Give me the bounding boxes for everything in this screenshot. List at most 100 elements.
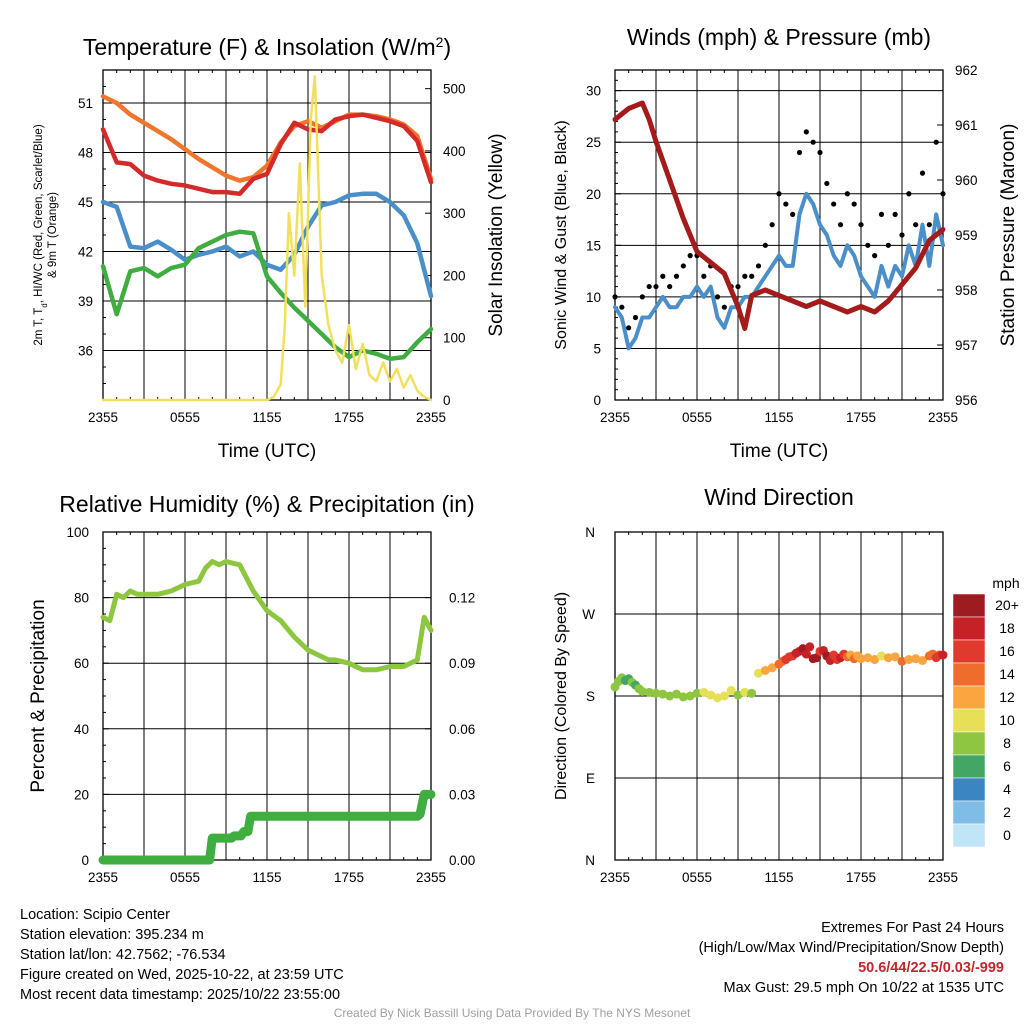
x-tick-label: 1755 <box>334 870 364 885</box>
y-tick-label: 20 <box>74 787 89 802</box>
x-tick-label: 1755 <box>334 410 364 425</box>
colorbar-swatch <box>952 662 986 687</box>
direction-point <box>699 687 709 697</box>
colorbar-swatch <box>952 754 986 779</box>
latlon-text: Station lat/lon: 42.7562; -76.534 <box>20 947 226 963</box>
direction-point <box>665 691 675 701</box>
y-tick-label: 45 <box>78 195 93 210</box>
gust-point <box>858 222 864 228</box>
y2-tick-label: 500 <box>443 82 466 97</box>
direction-point <box>733 690 743 700</box>
y-tick-label: 20 <box>586 187 601 202</box>
gust-point <box>817 149 823 156</box>
winds-panel: Winds (mph) & Pressure (mb) 0 5 10 15 20 25 30 9… <box>553 24 1019 462</box>
y2-tick-label: 0 <box>443 393 451 408</box>
x-tick-label: 2355 <box>600 870 630 885</box>
direction-point <box>767 663 777 673</box>
gust-point <box>878 211 885 217</box>
extremes-title: Extremes For Past 24 Hours <box>821 920 1004 936</box>
y-tick-label: 0 <box>593 393 601 408</box>
gust-point <box>735 283 741 290</box>
y-tick-label: N <box>585 853 595 868</box>
x-tick-label: 1155 <box>252 870 281 885</box>
x-axis-label: Time (UTC) <box>730 441 829 462</box>
gust-point <box>851 201 857 207</box>
gust-point <box>796 149 803 156</box>
y-tick-label: 48 <box>78 146 93 161</box>
gust-point <box>673 273 680 279</box>
label-part: , HI/WC (Red, Green, Scarlet/Blue) <box>33 124 45 303</box>
series-line <box>101 74 433 402</box>
gust-point <box>933 139 939 145</box>
y2-tick-label: 0.12 <box>449 591 475 606</box>
y-axis-label: Direction (Colored By Speed) <box>553 592 570 800</box>
credit-text: Created By Nick Bassill Using Data Provi… <box>333 1006 691 1020</box>
gust-point <box>612 294 618 300</box>
x-tick-label: 2355 <box>88 870 118 885</box>
y2-tick-label: 0.00 <box>449 853 475 868</box>
gust-point <box>940 191 946 197</box>
series-line <box>98 789 436 865</box>
title-superscript: 2 <box>436 34 444 50</box>
gust-point <box>762 242 768 248</box>
direction-point <box>890 652 900 662</box>
y-tick-label: 30 <box>586 84 601 99</box>
direction-point <box>760 665 770 675</box>
gust-point <box>749 273 755 279</box>
direction-point <box>877 651 886 661</box>
y-axis-label-line2: & 9m T (Orange) <box>47 192 59 278</box>
y2-tick-label: 956 <box>955 393 978 408</box>
x-tick-label: 2355 <box>928 870 958 885</box>
gust-point <box>619 304 625 310</box>
direction-point <box>856 654 866 664</box>
extremes-values: 50.6/44/22.5/0.03/-999 <box>858 960 1004 976</box>
y-tick-label: 15 <box>586 238 601 253</box>
y2-tick-label: 200 <box>443 268 466 283</box>
y2-axis-label: Solar Insolation (Yellow) <box>486 133 507 336</box>
gust-point <box>906 191 912 197</box>
chart-title: Winds (mph) & Pressure (mb) <box>627 24 931 50</box>
y-axis-label: Percent & Precipitation <box>28 599 49 792</box>
y-axis-label: Sonic Wind & Gust (Blue, Black) <box>553 120 570 349</box>
gust-point <box>639 294 645 300</box>
gust-point <box>680 263 686 269</box>
location-text: Location: Scipio Center <box>20 907 170 923</box>
temperature-panel: Temperature (F) & Insolation (W/m2) 36 39 4… <box>33 34 507 462</box>
series-line <box>100 229 434 362</box>
gust-point <box>660 273 666 279</box>
x-axis-label: Time (UTC) <box>218 441 317 462</box>
direction-point <box>870 655 880 665</box>
colorbar-label: 2 <box>1003 804 1011 820</box>
y-tick-label: 100 <box>66 525 89 540</box>
x-tick-label: 0555 <box>682 410 712 425</box>
y-tick-label: 80 <box>74 591 89 606</box>
y2-tick-label: 0.03 <box>449 787 475 802</box>
chart-title: Temperature (F) & Insolation (W/m2) <box>83 34 451 60</box>
gust-point <box>919 170 926 176</box>
gust-point <box>742 273 748 279</box>
direction-panel: Wind Direction N E S W N 2355 0555 1155 1755 2355 D… <box>553 484 1020 885</box>
x-tick-label: 1155 <box>764 410 793 425</box>
gust-point <box>865 242 871 248</box>
gust-point <box>824 180 830 187</box>
colorbar-label: 18 <box>999 620 1015 636</box>
recent-data-text: Most recent data timestamp: 2025/10/22 2… <box>20 987 341 1003</box>
label-subscript: d <box>40 303 49 307</box>
y-tick-label: 51 <box>78 96 93 111</box>
direction-point <box>805 642 815 652</box>
colorbar-label: 0 <box>1003 827 1011 843</box>
chart-title: Relative Humidity (%) & Precipitation (i… <box>59 491 474 517</box>
y2-tick-label: 0.06 <box>449 722 475 737</box>
colorbar-label: 14 <box>999 666 1015 682</box>
direction-point <box>726 686 736 696</box>
gust-point <box>687 253 693 259</box>
gust-point <box>646 283 652 290</box>
x-tick-label: 1155 <box>764 870 793 885</box>
direction-point <box>713 693 722 703</box>
y2-tick-label: 962 <box>955 63 978 78</box>
gust-point <box>755 263 762 269</box>
gust-point <box>776 191 782 197</box>
direction-point <box>801 649 811 659</box>
gust-point <box>769 222 775 228</box>
